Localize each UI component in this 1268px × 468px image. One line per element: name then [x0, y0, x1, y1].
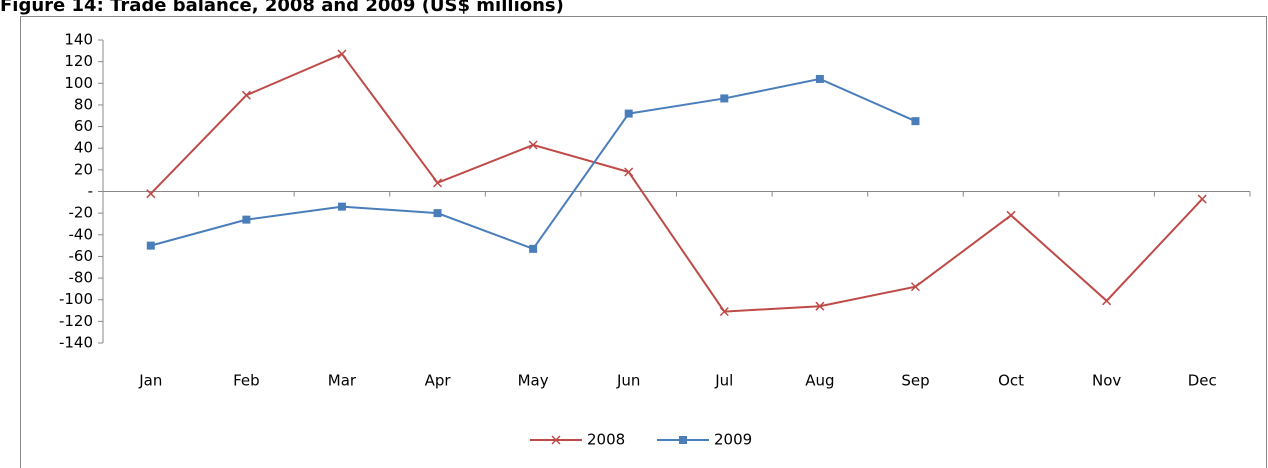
data-point	[433, 209, 442, 218]
data-point	[146, 241, 155, 250]
y-tick-label: -40	[69, 225, 94, 243]
x-tick-label: May	[518, 372, 549, 390]
y-tick-label: -60	[69, 247, 94, 265]
data-point	[146, 189, 156, 199]
y-tick-label: 120	[64, 52, 93, 70]
y-tick-label: 100	[64, 74, 93, 92]
y-tick-label: -100	[59, 290, 93, 308]
data-point	[242, 215, 251, 224]
data-point	[719, 307, 729, 317]
y-tick-label: -120	[59, 312, 93, 330]
x-tick-label: Aug	[805, 372, 834, 390]
series-line	[150, 77, 916, 251]
data-point	[1102, 296, 1112, 306]
y-tick-label: 80	[74, 95, 93, 113]
chart-title: Figure 14: Trade balance, 2008 and 2009 …	[0, 0, 564, 16]
x-tick-label: Jan	[138, 372, 162, 390]
data-point	[910, 282, 920, 292]
x-tick-label: Mar	[328, 372, 357, 390]
x-tick-label: Feb	[233, 372, 260, 390]
y-tick-label: -20	[69, 204, 94, 222]
series-line	[150, 52, 1203, 313]
x-tick-label: Oct	[998, 372, 1024, 390]
legend-label: 2009	[714, 431, 752, 449]
chart-frame	[20, 16, 1267, 468]
y-tick-label: -	[88, 182, 93, 200]
data-point	[1197, 194, 1207, 204]
x-tick-label: Nov	[1092, 372, 1121, 390]
data-point	[624, 109, 633, 118]
y-tick-label: 40	[74, 139, 93, 157]
data-point	[911, 117, 920, 126]
data-point	[528, 140, 538, 150]
legend-label: 2008	[587, 431, 625, 449]
data-point	[624, 167, 634, 177]
data-point	[529, 244, 538, 253]
x-tick-label: Apr	[425, 372, 452, 390]
y-tick-label: -80	[69, 269, 94, 287]
x-tick-label: Jun	[616, 372, 640, 390]
data-point	[241, 90, 251, 100]
y-tick-label: 140	[64, 31, 93, 49]
data-point	[337, 202, 346, 211]
data-point	[337, 49, 347, 59]
legend-marker	[551, 435, 561, 445]
data-point	[720, 94, 729, 103]
y-tick-label: 20	[74, 160, 93, 178]
y-tick-label: 60	[74, 117, 93, 135]
y-tick-label: -140	[59, 334, 93, 352]
x-tick-label: Dec	[1188, 372, 1217, 390]
legend-marker	[679, 436, 687, 444]
data-point	[815, 74, 824, 83]
x-tick-label: Jul	[714, 372, 733, 390]
data-point	[433, 178, 443, 188]
x-tick-label: Sep	[901, 372, 929, 390]
data-point	[1006, 210, 1016, 220]
data-point	[815, 301, 825, 311]
